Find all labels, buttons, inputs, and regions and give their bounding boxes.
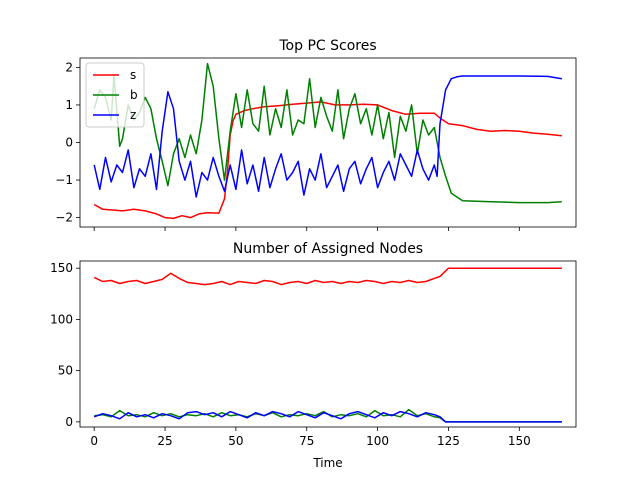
series-line-b [93,62,562,204]
y-tick-label: 2 [65,60,73,74]
y-tick-label: 100 [50,312,73,326]
x-tick-label: 150 [508,434,531,448]
x-axis-label: Time [312,456,342,470]
assigned-nodes-chart: Number of Assigned Nodes 0 50 100 150 0 25 50 7… [50,241,577,470]
x-tick-label: 0 [90,434,98,448]
chart-title: Number of Assigned Nodes [233,241,423,257]
legend: sbz [85,62,145,128]
series-line-s [93,101,562,220]
y-tick-label: 0 [65,415,73,429]
x-tick-label: 125 [437,434,460,448]
x-tick-label: 50 [228,434,243,448]
series-lines [93,267,562,423]
legend-label-b: b [130,88,138,102]
x-tick-label: 75 [299,434,314,448]
y-tick-label: −2 [55,211,73,225]
legend-label-s: s [130,68,136,82]
axis-ticks: 0 50 100 150 0 25 50 75 100 125 150 [50,261,531,448]
series-line-z [93,75,562,198]
series-line-z [93,410,562,423]
axis-ticks: −2 −1 0 1 2 [55,60,520,231]
legend-label-z: z [130,108,136,122]
plot-frame [79,260,577,428]
y-tick-label: 150 [50,261,73,275]
x-tick-label: 25 [157,434,172,448]
x-tick-label: 100 [366,434,389,448]
plot-frame [79,57,577,228]
series-line-s [93,267,562,286]
y-tick-label: 1 [65,98,73,112]
series-lines [93,62,562,220]
top-pc-scores-chart: Top PC Scores −2 −1 0 1 2 sbz [55,38,577,231]
y-tick-label: 0 [65,136,73,150]
chart-title: Top PC Scores [278,38,376,54]
y-tick-label: −1 [55,173,73,187]
y-tick-label: 50 [58,364,73,378]
